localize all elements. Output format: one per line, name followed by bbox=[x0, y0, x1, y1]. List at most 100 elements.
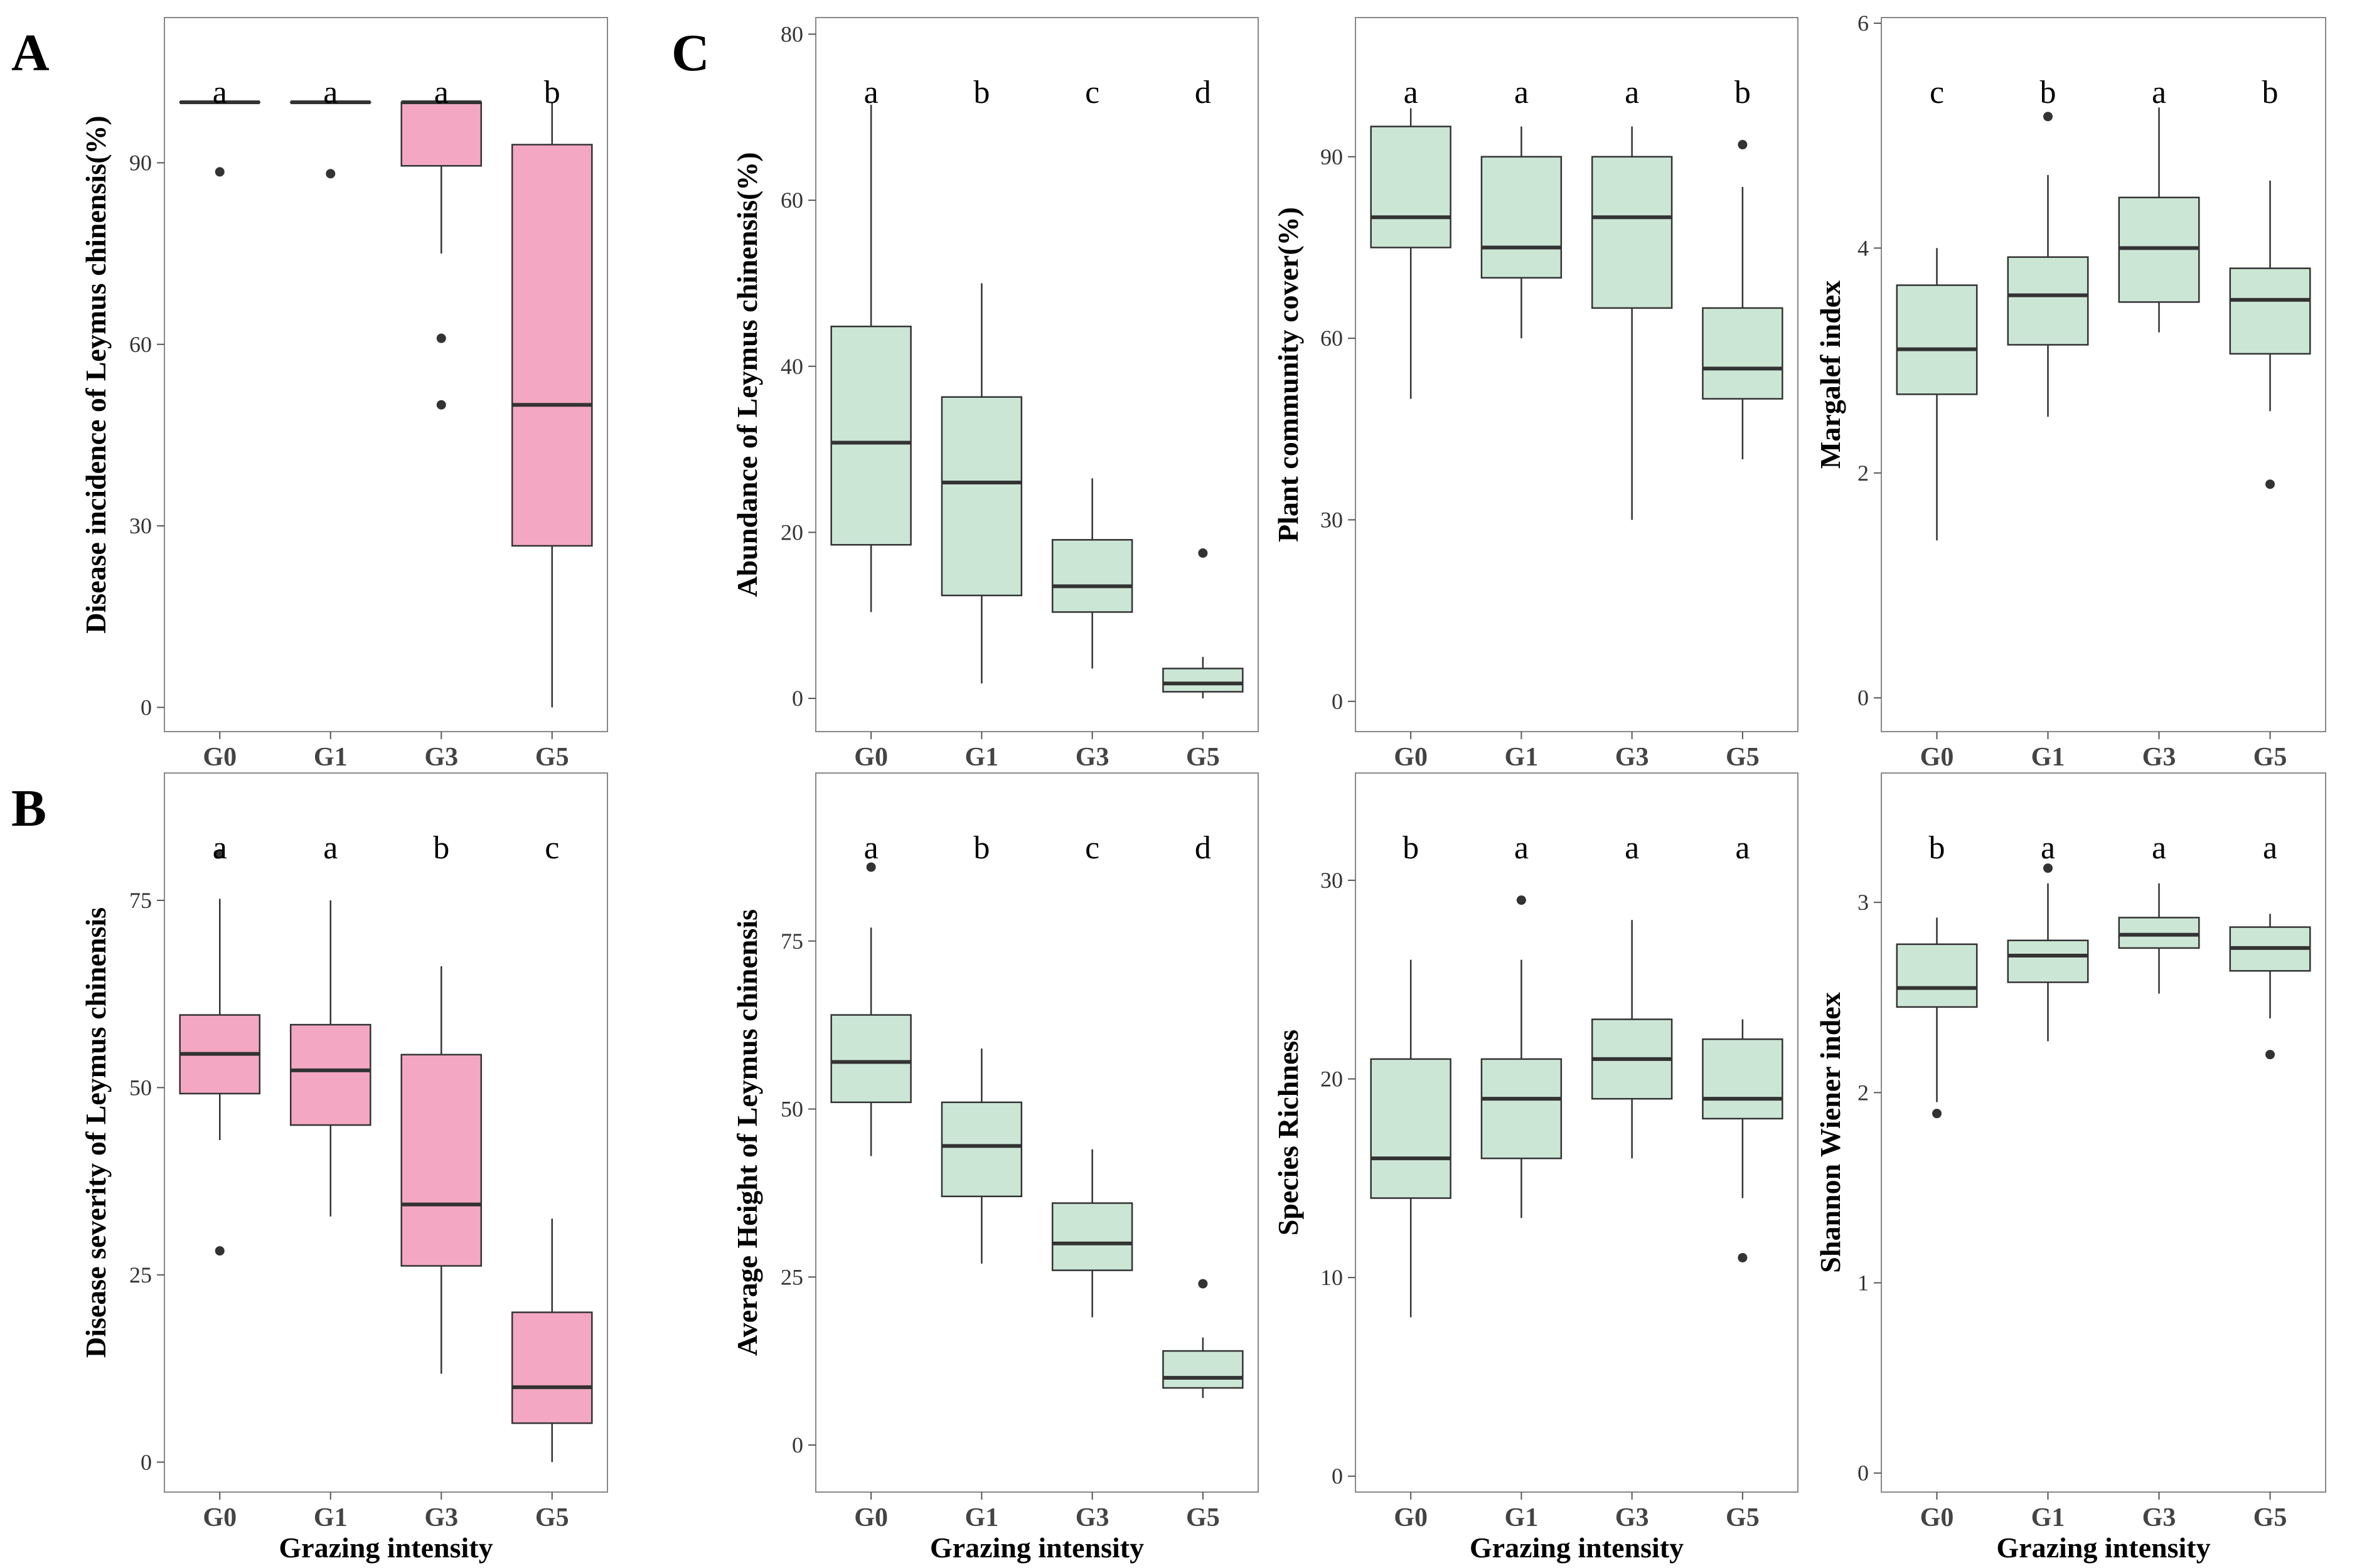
y-tick-label: 1 bbox=[1857, 1271, 1869, 1296]
box-body bbox=[1480, 1058, 1563, 1160]
x-category-label: G1 bbox=[2031, 743, 2065, 772]
x-category-label: G3 bbox=[424, 743, 458, 772]
box-body bbox=[1702, 1038, 1783, 1120]
box-body bbox=[1162, 668, 1244, 693]
plot-frame bbox=[1355, 772, 1798, 1493]
y-axis-label: Average Height of Leymus chinensis bbox=[731, 909, 763, 1356]
y-tick-label: 4 bbox=[1857, 235, 1869, 260]
y-axis-label: Disease severity of Leymus chinensis bbox=[80, 907, 112, 1358]
box-body bbox=[1702, 307, 1783, 400]
y-tick-label: 50 bbox=[781, 1097, 803, 1122]
y-axis-label: Species Richness bbox=[1272, 1030, 1304, 1235]
plot-frame bbox=[815, 772, 1259, 1493]
x-axis-label: Grazing intensity bbox=[1996, 1532, 2210, 1564]
x-category-label: G0 bbox=[1920, 1503, 1954, 1532]
significance-letter: a bbox=[323, 75, 338, 110]
y-tick-label: 10 bbox=[1320, 1265, 1343, 1290]
box-body bbox=[830, 1014, 912, 1104]
x-axis-label: Grazing intensity bbox=[930, 1532, 1144, 1564]
y-tick-label: 0 bbox=[141, 695, 152, 720]
y-tick-label: 2 bbox=[1857, 1080, 1869, 1105]
x-axis-label: Grazing intensity bbox=[1470, 1532, 1684, 1564]
box-g1: a bbox=[289, 830, 371, 1217]
box-g5: b bbox=[2229, 75, 2311, 489]
chart-panel-c4: 0 25 50 75 G0 G1 G3 G5 a b c d Average Height of Ley… bbox=[731, 772, 1259, 1564]
chart-panel-c6: 0 1 2 3 G0 G1 G3 G5 b a a a Shannon Wiener index Graz… bbox=[1814, 772, 2326, 1564]
y-tick-label: 0 bbox=[1857, 1461, 1869, 1486]
significance-letter: b bbox=[2262, 75, 2279, 110]
significance-letter: b bbox=[2040, 75, 2056, 110]
box-g3: b bbox=[400, 830, 483, 1374]
box-body bbox=[511, 1311, 593, 1424]
x-category-label: G5 bbox=[1186, 743, 1220, 772]
significance-letter: c bbox=[1930, 75, 1944, 110]
significance-letter: a bbox=[1514, 830, 1529, 866]
box-g0: a bbox=[830, 830, 912, 1156]
box-g5: a bbox=[2229, 830, 2311, 1060]
box-g1: a bbox=[289, 75, 371, 179]
chart-panel-c1: 0 20 40 60 80 G0 G1 G3 G5 a b c d Abundance of Leymus… bbox=[731, 17, 1259, 772]
y-axis-label: Plant community cover(%) bbox=[1272, 207, 1304, 542]
box-g0: b bbox=[1370, 830, 1451, 1318]
outlier-point bbox=[1932, 1109, 1942, 1119]
x-category-label: G0 bbox=[854, 1503, 888, 1532]
y-axis-label: Shannon Wiener index bbox=[1814, 992, 1846, 1272]
plot-frame bbox=[1881, 772, 2326, 1493]
y-tick-label: 0 bbox=[1332, 689, 1343, 714]
outlier-point bbox=[436, 333, 446, 343]
panel-letter-a: A bbox=[11, 24, 50, 82]
box-body bbox=[1051, 1202, 1133, 1271]
box-g5: b bbox=[1702, 75, 1783, 460]
box-g1: a bbox=[1480, 75, 1563, 339]
y-tick-label: 60 bbox=[781, 188, 803, 213]
significance-letter: a bbox=[1735, 830, 1750, 866]
box-body bbox=[1370, 1058, 1451, 1199]
box-body bbox=[511, 144, 593, 547]
plot-frame bbox=[815, 17, 1259, 732]
box-g1: b bbox=[941, 75, 1023, 684]
y-tick-label: 6 bbox=[1857, 11, 1869, 36]
plot-frame bbox=[164, 772, 608, 1493]
outlier-point bbox=[1198, 548, 1208, 558]
chart-panel-c3: 0 2 4 6 G0 G1 G3 G5 c b a b Margalef index bbox=[1814, 11, 2326, 772]
box-body bbox=[1896, 943, 1978, 1008]
significance-letter: a bbox=[2152, 830, 2166, 866]
significance-letter: d bbox=[1195, 75, 1211, 110]
box-g3: a bbox=[400, 75, 483, 410]
plot-frame bbox=[1355, 17, 1798, 732]
outlier-point bbox=[2265, 1050, 2275, 1060]
x-category-label: G0 bbox=[1394, 1503, 1428, 1532]
box-body bbox=[2007, 256, 2089, 346]
outlier-point bbox=[1516, 895, 1526, 905]
outlier-point bbox=[1738, 1252, 1748, 1262]
x-category-label: G1 bbox=[1505, 743, 1539, 772]
box-body bbox=[289, 1023, 371, 1126]
significance-letter: a bbox=[2263, 830, 2277, 866]
outlier-point bbox=[2265, 479, 2275, 489]
y-tick-label: 80 bbox=[781, 21, 803, 46]
box-g0: a bbox=[830, 75, 912, 612]
x-category-label: G1 bbox=[1505, 1503, 1539, 1532]
x-category-label: G3 bbox=[424, 1503, 458, 1532]
significance-letter: b bbox=[1403, 830, 1419, 866]
box-g5: d bbox=[1162, 830, 1244, 1399]
box-g1: a bbox=[1480, 830, 1563, 1219]
significance-letter: c bbox=[1085, 830, 1099, 866]
x-category-label: G0 bbox=[203, 1503, 237, 1532]
x-category-label: G5 bbox=[2253, 743, 2287, 772]
significance-letter: a bbox=[213, 75, 227, 110]
box-g0: c bbox=[1896, 75, 1978, 541]
box-body bbox=[2229, 267, 2311, 355]
x-category-label: G3 bbox=[2142, 1503, 2176, 1532]
chart-panel-c2: 0 30 60 90 G0 G1 G3 G5 a a a b Plant community cover… bbox=[1272, 17, 1798, 772]
outlier-point bbox=[2043, 863, 2053, 873]
outlier-point bbox=[436, 400, 446, 410]
chart-panel-c5: 0 10 20 30 G0 G1 G3 G5 b a a a Species Richness Grazi… bbox=[1272, 772, 1798, 1564]
x-category-label: G5 bbox=[535, 1503, 569, 1532]
box-g5: b bbox=[511, 75, 593, 708]
x-category-label: G5 bbox=[2253, 1503, 2287, 1532]
box-g0: a bbox=[179, 830, 261, 1256]
box-g5: c bbox=[511, 830, 593, 1463]
box-body bbox=[1051, 539, 1133, 613]
